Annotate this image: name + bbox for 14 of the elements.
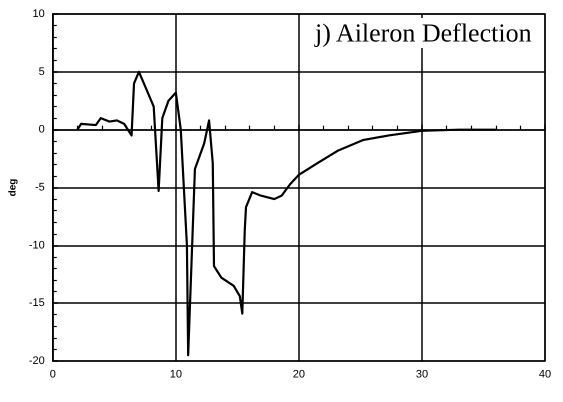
- y-tick-label: -20: [28, 355, 45, 367]
- y-tick-label: 0: [38, 124, 45, 136]
- x-tick-label: 40: [538, 368, 552, 380]
- x-tick-label: 30: [416, 368, 428, 380]
- y-tick-label: 10: [32, 8, 45, 20]
- y-axis-title: deg: [8, 178, 18, 196]
- chart-title: j) Aileron Deflection: [314, 18, 532, 48]
- x-tick-label: 10: [170, 368, 182, 380]
- x-tick-label: 20: [292, 368, 306, 380]
- y-tick-label: -5: [35, 182, 45, 194]
- y-tick-label: -15: [28, 297, 45, 310]
- y-tick-label: -10: [28, 239, 45, 252]
- y-tick-label: 5: [38, 66, 45, 78]
- x-tick-label: 0: [50, 368, 56, 380]
